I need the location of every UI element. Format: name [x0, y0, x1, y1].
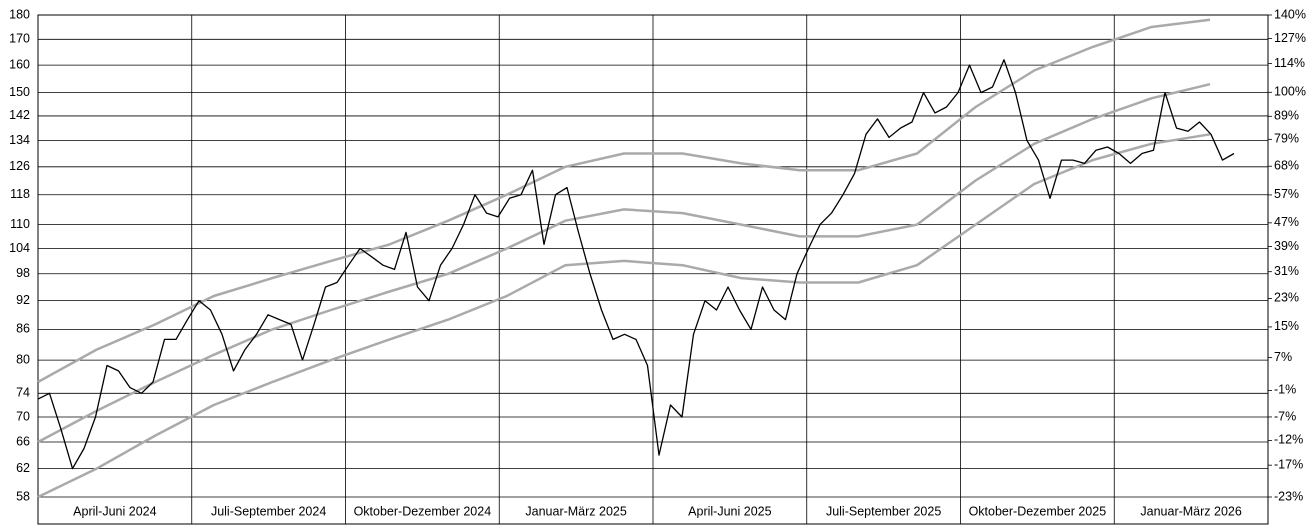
- y2-tick-label: 15%: [1274, 319, 1299, 333]
- y2-tick-label: 140%: [1274, 7, 1306, 21]
- y-tick-label: 150: [9, 85, 30, 99]
- y2-tick-label: 23%: [1274, 291, 1299, 305]
- x-tick-label: April-Juni 2024: [73, 504, 156, 518]
- y2-tick-label: 114%: [1274, 56, 1305, 70]
- y2-tick-label: 7%: [1274, 350, 1292, 364]
- y-tick-label: 70: [16, 409, 30, 423]
- y2-tick-label: 68%: [1274, 159, 1299, 173]
- y2-tick-label: -7%: [1274, 409, 1296, 423]
- y-tick-label: 180: [9, 7, 30, 21]
- y2-tick-label: 47%: [1274, 215, 1299, 229]
- y-tick-label: 170: [9, 32, 30, 46]
- x-tick-label: Oktober-Dezember 2024: [354, 504, 492, 518]
- x-tick-label: April-Juni 2025: [688, 504, 771, 518]
- y2-tick-label: -12%: [1274, 433, 1303, 447]
- y2-tick-label: -23%: [1274, 489, 1303, 503]
- x-tick-label: Oktober-Dezember 2025: [969, 504, 1107, 518]
- x-tick-label: Januar-März 2025: [525, 504, 626, 518]
- y2-tick-label: 79%: [1274, 132, 1299, 146]
- y-tick-label: 134: [9, 133, 30, 147]
- y-tick-label: 142: [9, 108, 30, 122]
- y2-tick-label: 39%: [1274, 239, 1299, 253]
- y-tick-label: 110: [10, 217, 30, 231]
- y-tick-label: 126: [9, 159, 30, 173]
- y-tick-label: 118: [10, 187, 30, 201]
- y-tick-label: 160: [9, 57, 30, 71]
- y-tick-label: 74: [16, 386, 30, 400]
- series-line: [37, 82, 1211, 444]
- series-line: [37, 59, 1235, 470]
- x-tick-label: Juli-September 2025: [826, 504, 941, 518]
- y-tick-label: 66: [16, 434, 30, 448]
- y-tick-label: 62: [16, 461, 30, 475]
- y-tick-label: 104: [9, 241, 30, 255]
- y-tick-label: 86: [16, 322, 30, 336]
- y-tick-label: 58: [16, 489, 30, 503]
- y2-tick-label: -17%: [1274, 457, 1303, 471]
- y2-tick-label: 31%: [1274, 264, 1299, 278]
- y2-tick-label: 57%: [1274, 187, 1299, 201]
- y2-tick-label: 100%: [1274, 85, 1306, 99]
- series-line: [37, 18, 1211, 384]
- y2-tick-label: 127%: [1274, 31, 1306, 45]
- y2-tick-label: 89%: [1274, 109, 1299, 123]
- x-tick-label: Januar-März 2026: [1140, 504, 1241, 518]
- x-tick-label: Juli-September 2024: [211, 504, 326, 518]
- y-tick-label: 80: [16, 352, 30, 366]
- y2-tick-label: -1%: [1274, 383, 1296, 397]
- y-tick-label: 92: [16, 293, 30, 307]
- series-line: [37, 133, 1211, 499]
- y-tick-label: 98: [16, 266, 30, 280]
